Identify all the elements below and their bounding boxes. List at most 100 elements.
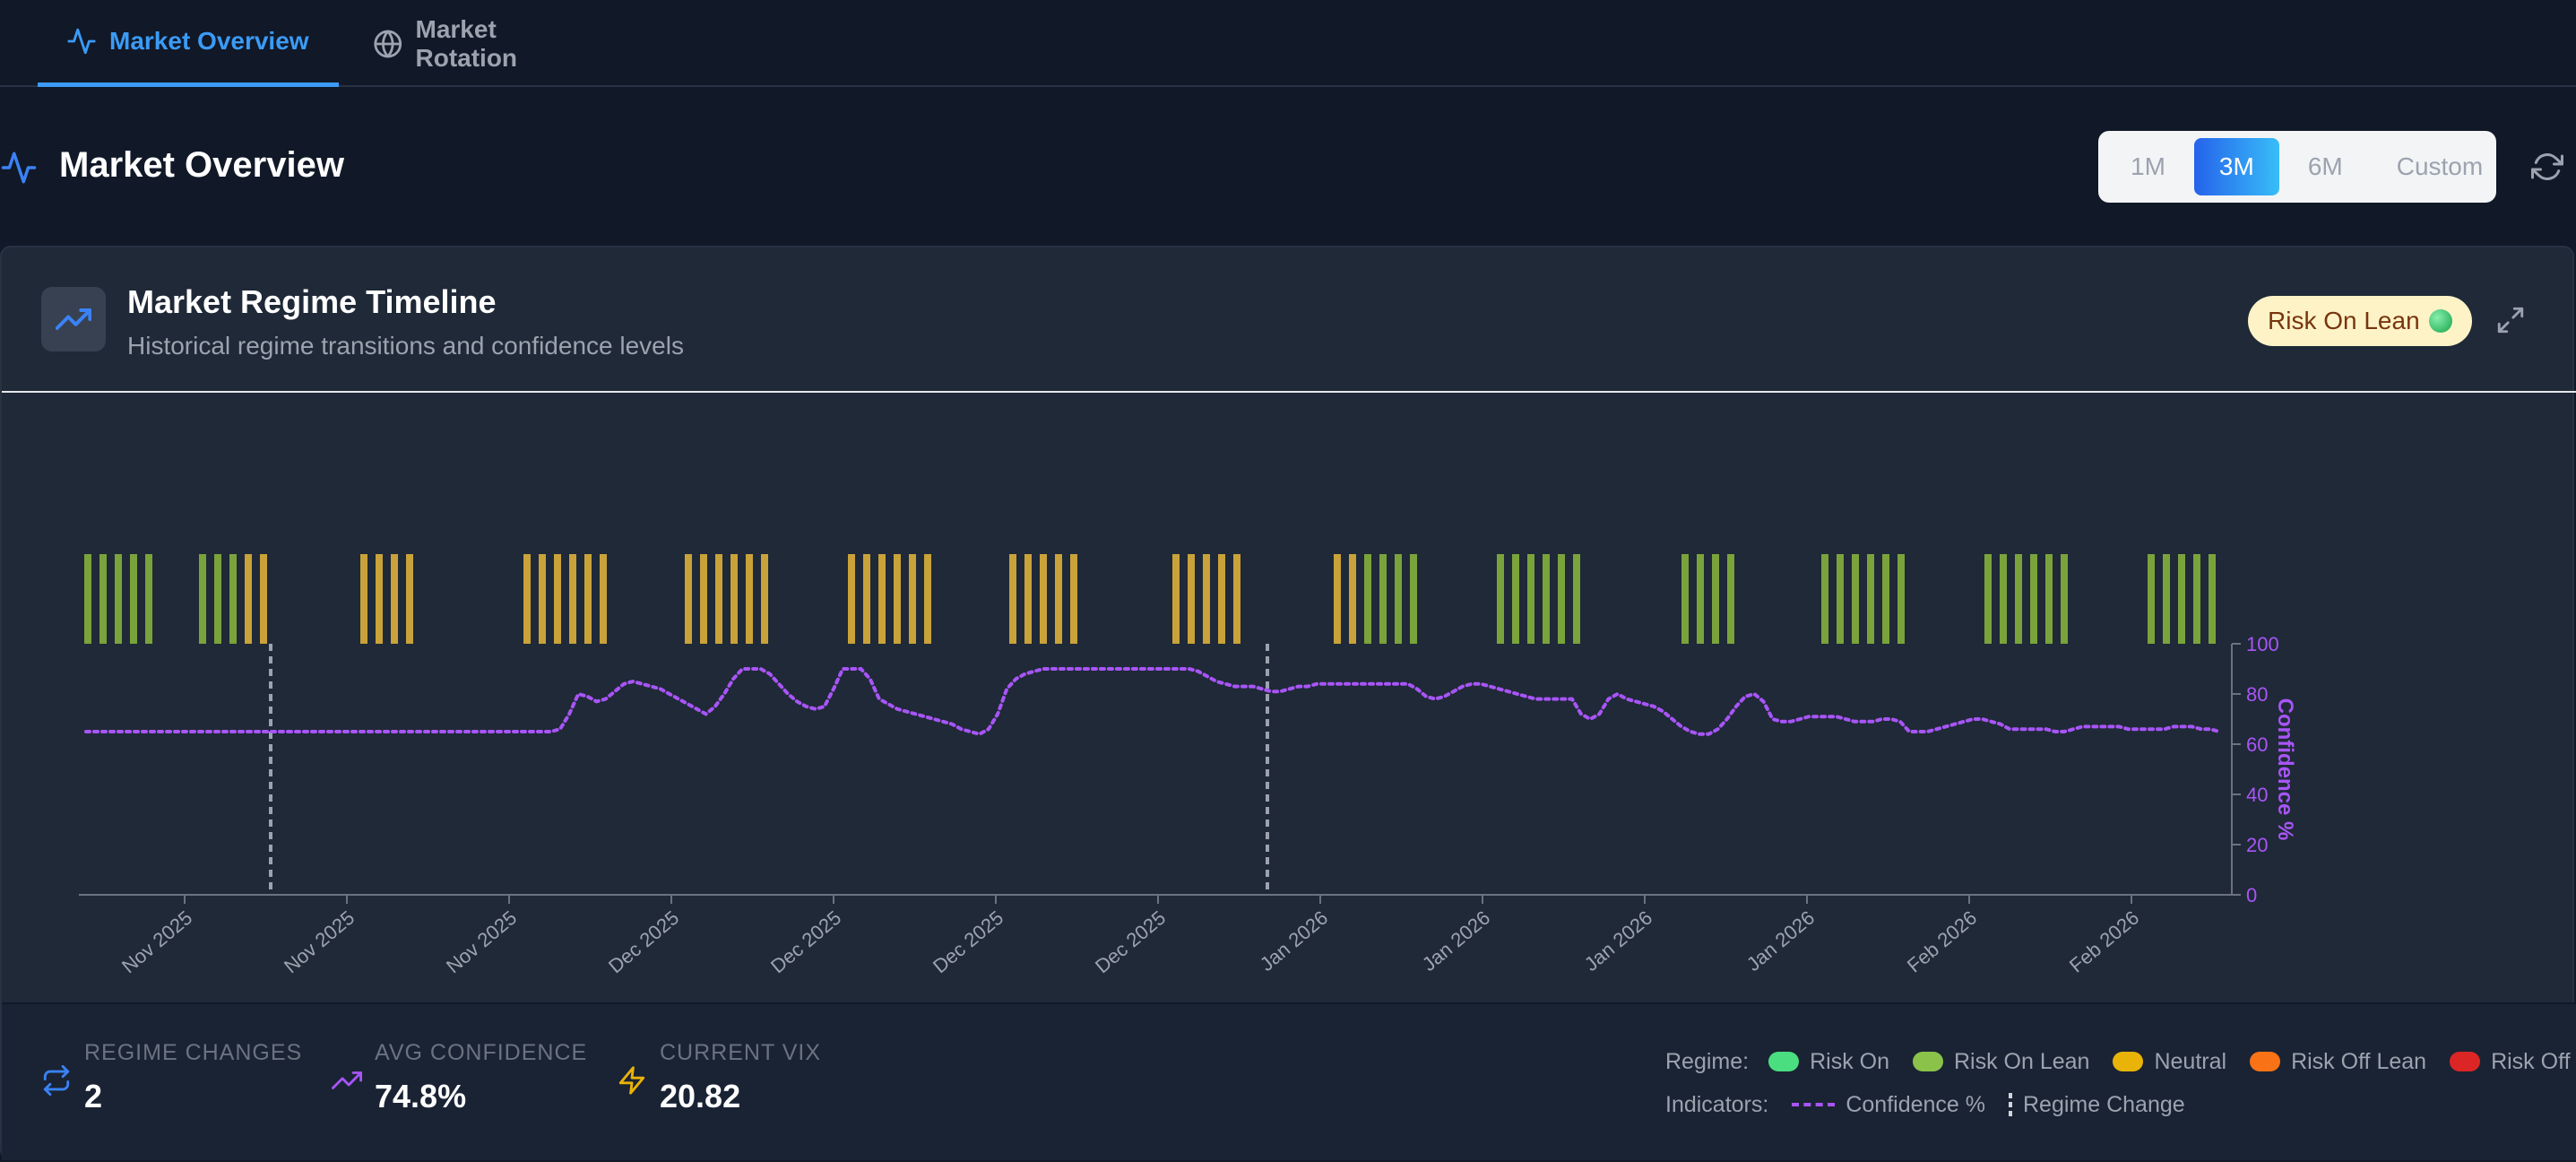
legend-swatch [1768,1052,1800,1071]
regime-bar [1697,554,1704,644]
x-tick-label: Feb 2026 [1903,906,1981,977]
page-title: Market Overview [59,145,344,185]
x-tick-label: Jan 2026 [1256,906,1332,976]
tab-market-overview[interactable]: Market Overview [38,0,339,87]
legend-label: Neutral [2154,1048,2227,1074]
tab-label: Market Rotation [415,14,518,72]
x-tick-label: Jan 2026 [1580,906,1656,976]
legend-item-regime-change: Regime Change [2009,1092,2185,1118]
regime-bar [1040,554,1047,644]
legend-regime-row: Regime: Risk On Risk On Lean Neutral Ris… [1665,1044,2576,1080]
activity-icon [1,152,37,184]
stat-label: CURRENT VIX [660,1040,822,1065]
regime-bar [1055,554,1062,644]
x-tick-label: Feb 2026 [2065,906,2143,977]
regime-bar [878,554,886,644]
regime-bar [1410,554,1417,644]
regime-bar [863,554,870,644]
regime-bar [1070,554,1077,644]
card-icon [41,287,106,351]
range-6m-button[interactable]: 6M [2283,138,2368,195]
regime-bar [730,554,738,644]
regime-bar [1712,554,1719,644]
regime-bar [1009,554,1016,644]
x-tick-label: Dec 2025 [604,906,683,978]
regime-bar [2148,554,2155,644]
regime-bar [2061,554,2068,644]
regime-bar [1024,554,1032,644]
regime-bar [2193,554,2200,644]
legend-label: Risk Off Lean [2291,1048,2427,1074]
tab-bar: Market Overview Market Rotation [0,0,2576,87]
regime-bar [746,554,753,644]
range-1m-button[interactable]: 1M [2105,138,2191,195]
regime-bar [584,554,592,644]
legend-item-neutral: Neutral [2113,1049,2226,1075]
regime-bar [1984,554,1992,644]
regime-bar [2015,554,2022,644]
range-custom-button[interactable]: Custom [2372,138,2508,195]
legend-label: Risk On Lean [1954,1048,2090,1074]
confidence-line-group [84,667,2221,736]
y-tick-label: 60 [2246,733,2268,756]
legend-indicators-row: Indicators: Confidence % Regime Change [1665,1087,2198,1123]
x-tick-label: Jan 2026 [1742,906,1819,976]
regime-bar [1727,554,1734,644]
regime-bar [1203,554,1210,644]
x-tick-label: Dec 2025 [929,906,1007,978]
regime-bar [1188,554,1195,644]
regime-bar [1897,554,1905,644]
y-tick-label: 40 [2246,784,2268,806]
y-tick-label: 80 [2246,683,2268,706]
regime-timeline-card: Market Regime Timeline Historical regime… [0,246,2576,1160]
chart-axes: 0 20 40 60 80 100 Confidence % Nov 2025 Nov 2025… [79,633,2297,977]
regime-bar [1233,554,1240,644]
legend-label: Confidence % [1846,1091,1985,1117]
footer-divider [2,1002,2576,1004]
regime-bar [1395,554,1402,644]
expand-icon[interactable] [2495,305,2526,335]
regime-bar [115,554,122,644]
regime-bar [2178,554,2185,644]
regime-bar [360,554,367,644]
regime-bar [1821,554,1828,644]
regime-bar [1573,554,1580,644]
regime-bar [406,554,413,644]
legend-swatch [2450,1052,2481,1071]
regime-bar [145,554,152,644]
regime-bar [1681,554,1689,644]
legend-regime-label: Regime: [1665,1048,1750,1074]
regime-bar [1172,554,1180,644]
regime-bar [2030,554,2037,644]
regime-bar [2209,554,2216,644]
regime-bar [523,554,531,644]
refresh-icon[interactable] [2531,151,2563,183]
stat-label: REGIME CHANGES [84,1040,303,1065]
range-3m-button[interactable]: 3M [2193,138,2279,195]
stat-label: AVG CONFIDENCE [375,1040,588,1065]
regime-bar [1497,554,1504,644]
regime-bar [1349,554,1356,644]
regime-bar [376,554,383,644]
stat-value: 20.82 [660,1078,741,1114]
x-tick-label: Nov 2025 [442,906,521,978]
dashed-line-icon [1792,1103,1836,1106]
legend-item-confidence: Confidence % [1792,1092,1985,1118]
legend-swatch [1913,1052,1943,1071]
x-tick-label: Nov 2025 [280,906,359,978]
regime-bar [1543,554,1550,644]
regime-bar [1364,554,1371,644]
stat-value: 74.8% [375,1078,467,1114]
regime-bar [569,554,576,644]
tab-market-rotation[interactable]: Market Rotation [344,0,631,87]
legend-item-risk-off-lean: Risk Off Lean [2250,1049,2426,1075]
y-tick-label: 100 [2246,633,2279,655]
regime-chart: 0 20 40 60 80 100 Confidence % Nov 2025 Nov 2025… [79,554,2297,977]
regime-bar [199,554,206,644]
regime-bar [539,554,546,644]
regime-bar [848,554,855,644]
legend-label: Risk On [1810,1048,1889,1074]
regime-bar [2163,554,2170,644]
regime-bar [1867,554,1874,644]
